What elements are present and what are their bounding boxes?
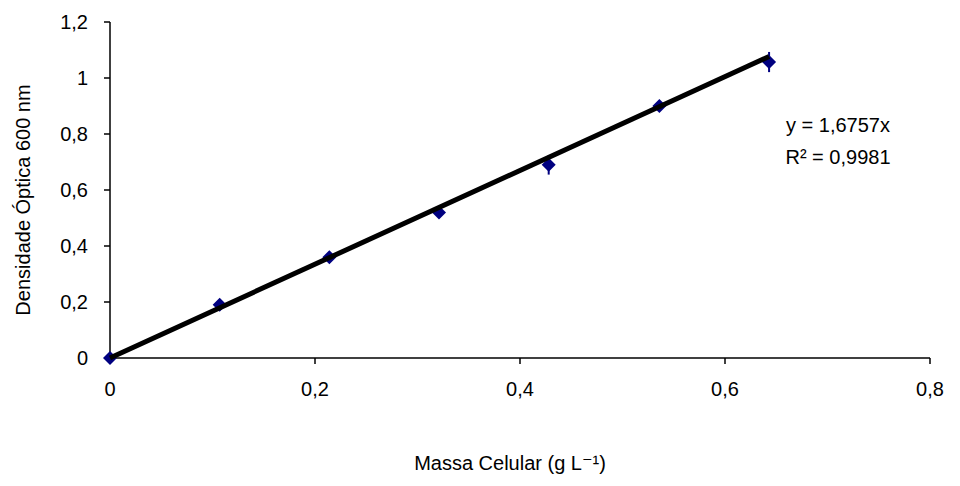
chart: 0 0,2 0,4 0,6 0,8 0 0,2 0,4 0,6 0,8 1 1,2 Massa Celu… <box>0 0 960 486</box>
y-tick-label: 0,8 <box>60 123 88 145</box>
y-tick <box>104 245 110 247</box>
y-tick-label: 0,2 <box>60 291 88 313</box>
y-axis-title: Densidade Óptica 600 nm <box>12 84 34 315</box>
x-tick-label: 0 <box>104 378 115 400</box>
annotation: R² = 0,9981 <box>785 146 890 168</box>
y-tick <box>104 21 110 23</box>
y-tick-label: 0,6 <box>60 179 88 201</box>
fit-line <box>110 56 769 358</box>
y-tick-label: 0,4 <box>60 235 88 257</box>
x-tick <box>724 358 726 364</box>
y-tick-label: 0 <box>77 347 88 369</box>
y-tick-label: 1 <box>77 67 88 89</box>
y-tick <box>104 301 110 303</box>
annotation: y = 1,6757x <box>786 114 890 136</box>
y-tick <box>104 189 110 191</box>
x-axis-title: Massa Celular (g L⁻¹) <box>414 452 606 474</box>
y-tick <box>104 133 110 135</box>
x-tick-label: 0,8 <box>916 378 944 400</box>
y-tick <box>104 77 110 79</box>
x-tick <box>519 358 521 364</box>
axes: 0 0,2 0,4 0,6 0,8 0 0,2 0,4 0,6 0,8 1 1,2 <box>60 11 944 400</box>
y-tick-label: 1,2 <box>60 11 88 33</box>
x-tick <box>929 358 931 364</box>
x-tick-label: 0,2 <box>301 378 329 400</box>
x-tick <box>314 358 316 364</box>
x-tick-label: 0,4 <box>506 378 534 400</box>
x-tick-label: 0,6 <box>711 378 739 400</box>
plot-area <box>103 52 776 365</box>
